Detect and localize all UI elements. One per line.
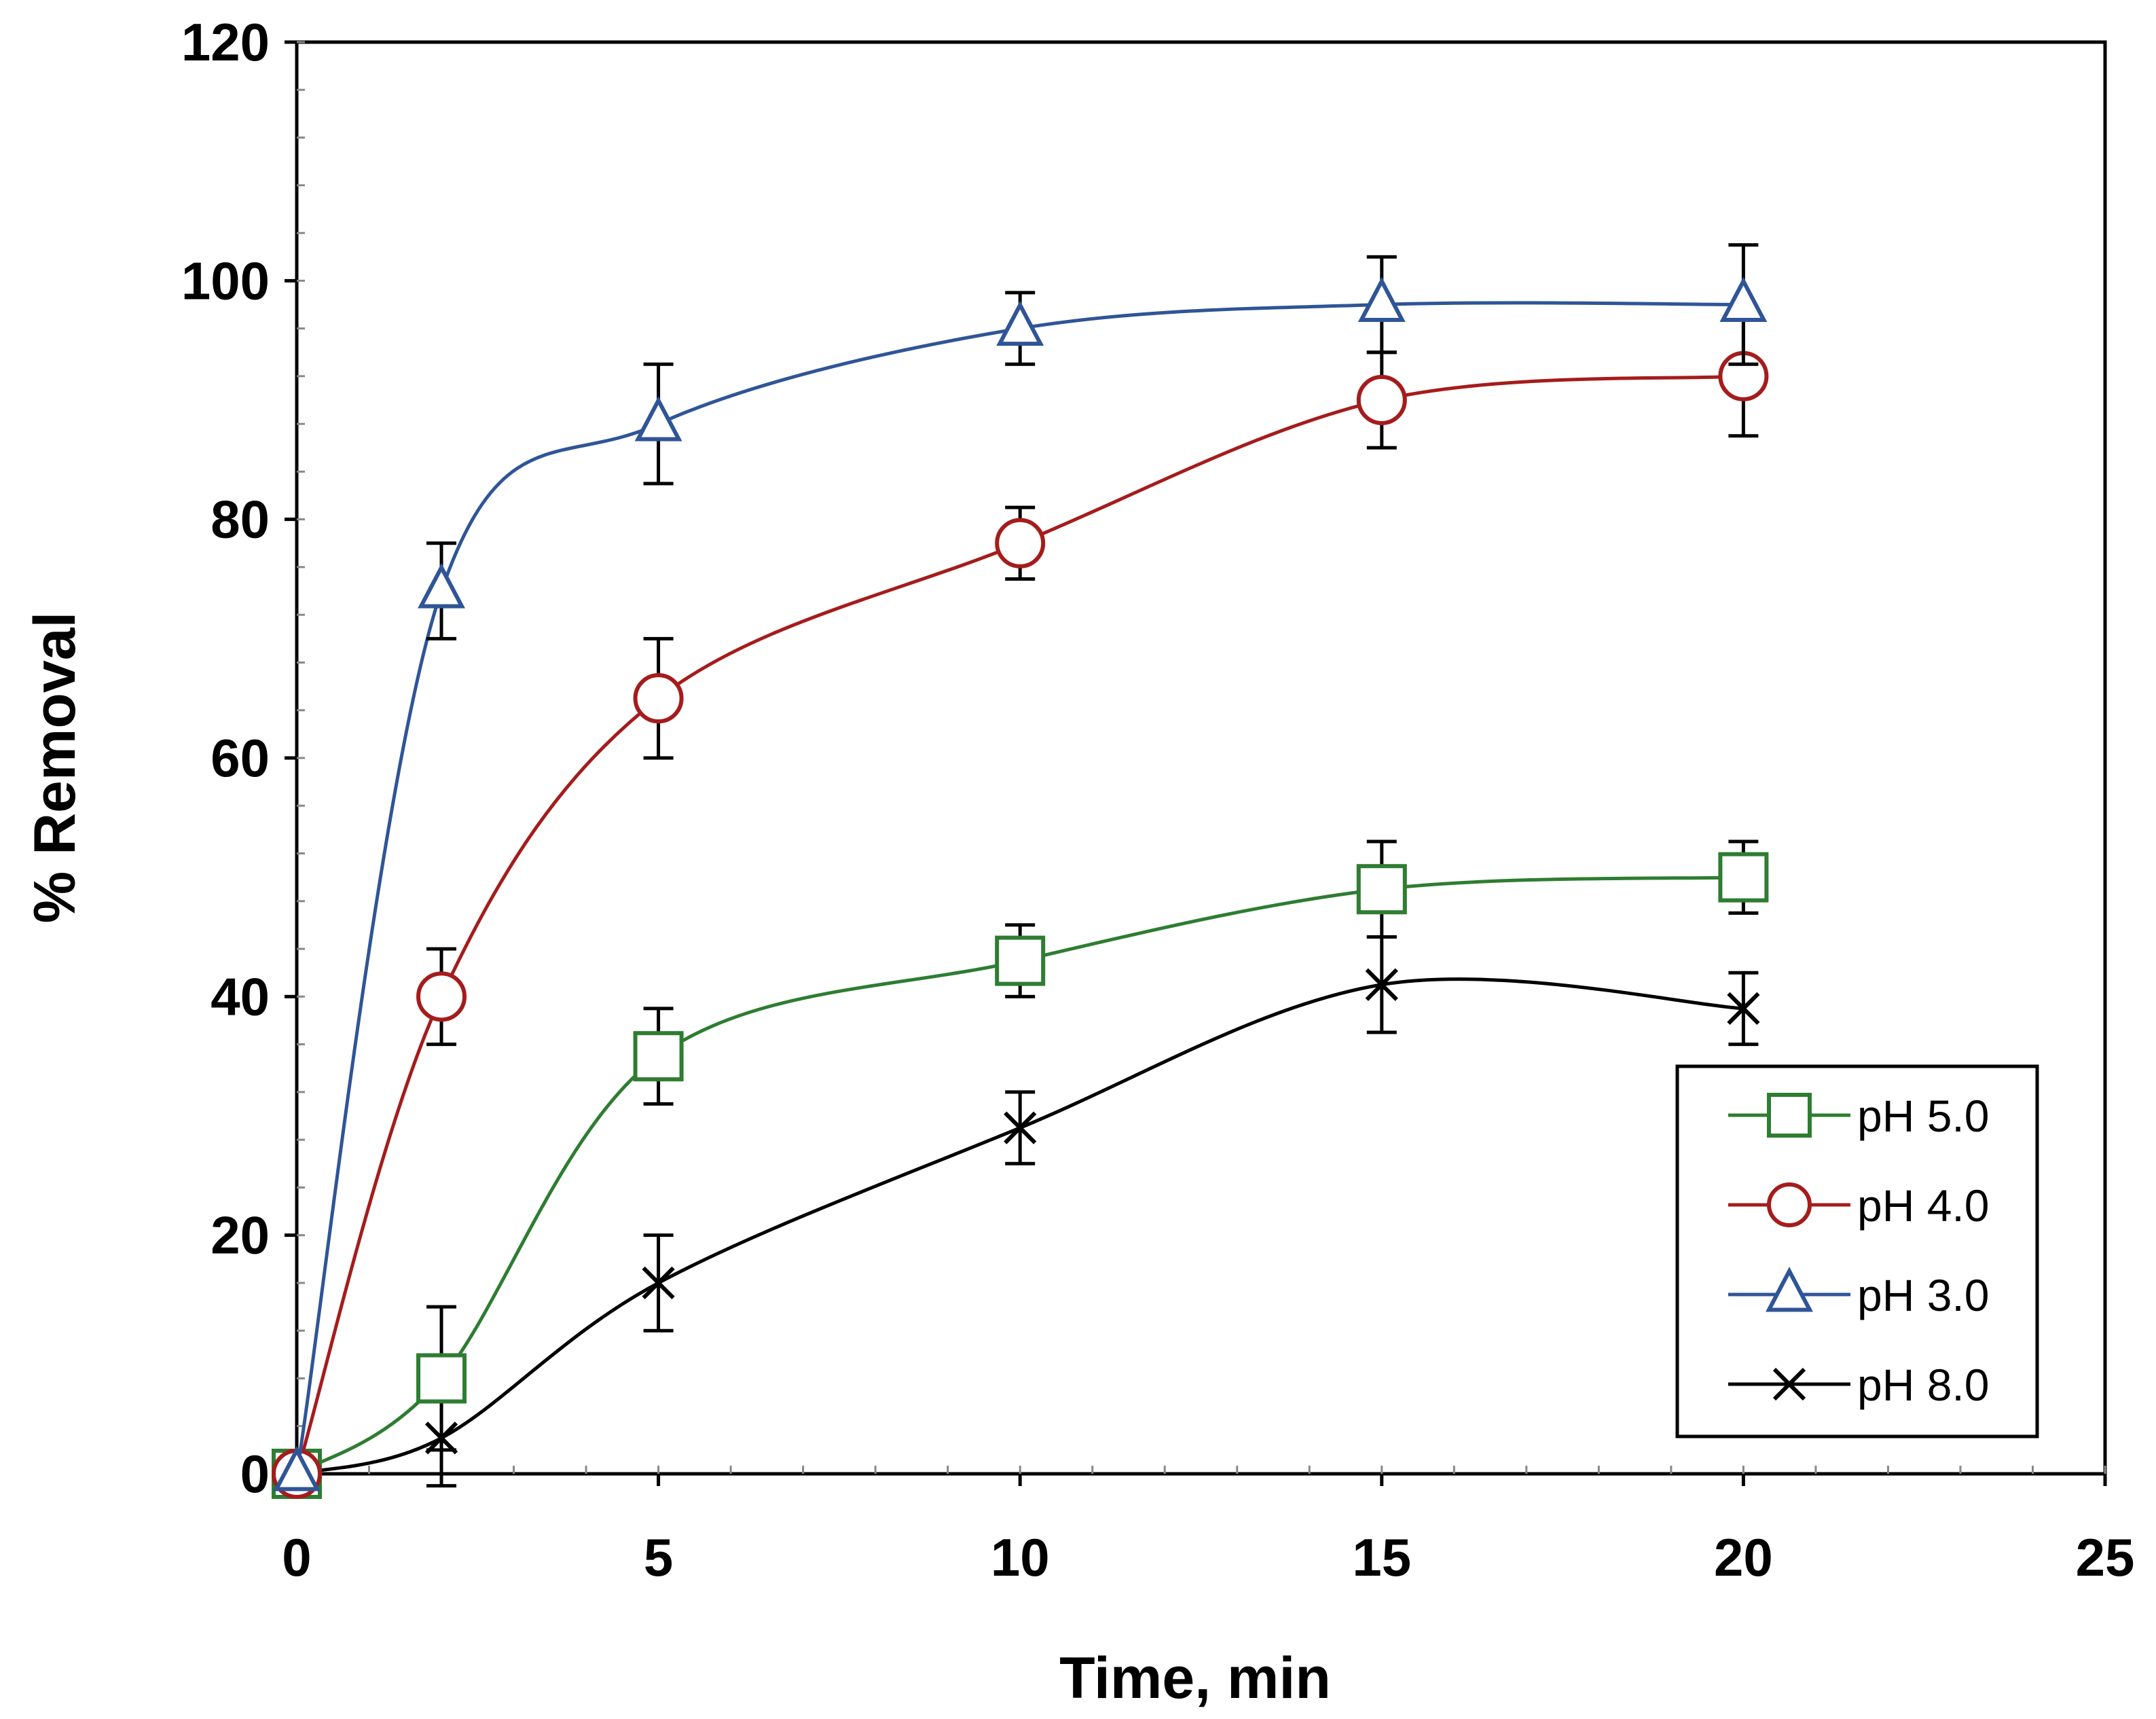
series-ph-4-0: [272, 314, 1769, 1499]
y-tick-label: 80: [211, 490, 270, 549]
x-tick-label: 20: [1714, 1527, 1773, 1587]
x-tick-label: 25: [2076, 1527, 2135, 1587]
data-point: [416, 1353, 467, 1404]
legend-marker: [1767, 1093, 1812, 1138]
marker-stroke: [1004, 1111, 1037, 1144]
data-point: [633, 673, 684, 724]
series-layer: [272, 243, 1769, 1499]
data-point: [995, 935, 1046, 986]
series-line: [295, 374, 1744, 1474]
data-point: [1357, 276, 1406, 322]
y-tick-label: 0: [240, 1444, 270, 1504]
series-line: [295, 301, 1744, 1474]
data-point: [1719, 276, 1768, 322]
series-ph-5-0: [272, 839, 1769, 1499]
legend-marker: [1767, 1182, 1812, 1227]
series-ph-3-0: [273, 243, 1768, 1491]
legend-item: pH 4.0: [1728, 1180, 1989, 1231]
legend-label: pH 3.0: [1857, 1270, 1989, 1320]
data-point: [1718, 852, 1769, 903]
marker-stroke: [1727, 992, 1760, 1026]
data-point: [995, 518, 1046, 568]
data-point: [642, 1266, 675, 1300]
legend-box: [1675, 1064, 2039, 1438]
legend-marker: [1766, 1267, 1813, 1312]
data-point: [633, 1031, 684, 1082]
series-line: [296, 977, 1744, 1476]
data-point: [996, 300, 1044, 346]
y-tick-label: 100: [181, 251, 270, 310]
data-point: [273, 1446, 321, 1491]
legend-item: pH 3.0: [1728, 1267, 1989, 1320]
data-point: [634, 396, 682, 441]
legend-label: pH 8.0: [1857, 1360, 1989, 1410]
y-tick-label: 40: [211, 966, 270, 1026]
legend-label: pH 5.0: [1857, 1091, 1989, 1141]
legend-label: pH 4.0: [1857, 1180, 1989, 1231]
y-axis-title: % Removal: [22, 612, 88, 924]
x-tick-label: 15: [1352, 1527, 1411, 1587]
legend-marker: [1772, 1367, 1806, 1401]
legend-item: pH 5.0: [1728, 1091, 1989, 1141]
x-axis: 0 5 10 15 20 25: [282, 1466, 2134, 1587]
data-point: [416, 971, 467, 1022]
series-ph-8-0: [280, 935, 1760, 1491]
data-point: [1356, 864, 1407, 915]
data-point: [1365, 968, 1398, 1001]
marker-stroke: [642, 1266, 675, 1300]
y-tick-label: 20: [211, 1206, 270, 1265]
y-tick-label: 120: [181, 12, 270, 72]
x-axis-title: Time, min: [1059, 1646, 1331, 1711]
y-axis: 0 20 40 60 80 100 120: [181, 12, 305, 1504]
legend-item: pH 8.0: [1728, 1360, 1989, 1410]
data-point: [418, 563, 466, 609]
marker-stroke: [1772, 1367, 1806, 1401]
data-point: [1004, 1111, 1037, 1144]
legend: pH 5.0 pH 4.0 pH 3.0 pH 8.0: [1675, 1064, 2039, 1438]
x-tick-label: 5: [644, 1527, 673, 1587]
y-tick-label: 60: [211, 728, 270, 788]
data-point: [1727, 992, 1760, 1026]
marker-stroke: [1365, 968, 1398, 1001]
x-tick-label: 0: [282, 1527, 311, 1587]
x-tick-label: 10: [991, 1527, 1050, 1587]
data-point: [1356, 375, 1407, 425]
